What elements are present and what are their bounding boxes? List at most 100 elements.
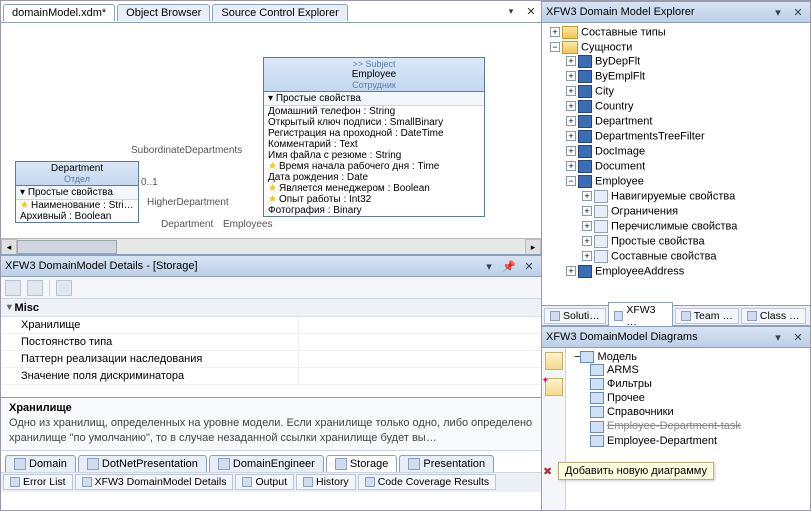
explorer-tree[interactable]: +Составные типы −Сущности +ByDepFlt+ByEm…: [542, 23, 810, 305]
property-value[interactable]: [298, 351, 541, 367]
editor-tabstrip: domainModel.xdm* Object Browser Source C…: [1, 1, 541, 23]
panel-dropdown-button[interactable]: ▾: [770, 329, 786, 345]
tab-source-control[interactable]: Source Control Explorer: [212, 4, 347, 21]
diagrams-tree[interactable]: −Модель ARMSФильтрыПрочееСправочникиEmpl…: [566, 348, 810, 510]
panel-dropdown-button[interactable]: ▾: [481, 258, 497, 274]
entity-department[interactable]: Department Отдел ▾ Простые свойства ★Наи…: [15, 161, 139, 223]
diagram-canvas[interactable]: Department Отдел ▾ Простые свойства ★Наи…: [1, 23, 541, 255]
ide-bottom-tab[interactable]: Code Coverage Results: [358, 474, 496, 490]
panel-close-button[interactable]: ✕: [790, 4, 806, 20]
tree-node-compound-types[interactable]: +Составные типы: [550, 25, 806, 40]
app-root: domainModel.xdm* Object Browser Source C…: [0, 0, 811, 511]
entity-employee[interactable]: >> Subject Employee Сотрудник ▾ Простые …: [263, 57, 485, 217]
property-value[interactable]: [298, 334, 541, 350]
entity-prop: Регистрация на проходной : DateTime: [264, 128, 484, 139]
panel-dropdown-button[interactable]: ▾: [770, 4, 786, 20]
toolwindow-tab[interactable]: Class …: [741, 308, 806, 324]
entity-section-title: ▾ Простые свойства: [264, 92, 484, 106]
tab-icon: [550, 311, 560, 321]
chevron-down-icon: ▾: [509, 6, 514, 17]
tree-node-entities[interactable]: −Сущности +ByDepFlt+ByEmplFlt+City+Count…: [550, 40, 806, 280]
tree-node-property-group[interactable]: +Ограничения: [582, 204, 806, 219]
prop-category[interactable]: Misc: [1, 299, 541, 317]
ide-bottom-tab[interactable]: History: [296, 474, 356, 490]
properties-icon[interactable]: [56, 280, 72, 296]
property-name: Паттерн реализации наследования: [1, 351, 298, 367]
entity-prop: ★Является менеджером : Boolean: [264, 183, 484, 194]
tab-label: DotNetPresentation: [102, 458, 198, 470]
tab-domainmodel[interactable]: domainModel.xdm*: [3, 4, 115, 21]
ide-bottom-tab[interactable]: Error List: [3, 474, 73, 490]
tree-node-entity[interactable]: +EmployeeAddress: [566, 264, 806, 279]
tree-node-entity[interactable]: +Department: [566, 114, 806, 129]
property-grid: Misc ХранилищеПостоянство типаПаттерн ре…: [1, 299, 541, 397]
tab-label: History: [316, 476, 349, 488]
tree-node-entity[interactable]: +DepartmentsTreeFilter: [566, 129, 806, 144]
tree-node-entity[interactable]: +DocImage: [566, 144, 806, 159]
tab-object-browser[interactable]: Object Browser: [117, 4, 210, 21]
tree-node-property-group[interactable]: +Составные свойства: [582, 249, 806, 264]
ide-bottom-tab[interactable]: Output: [235, 474, 294, 490]
tree-node-property-group[interactable]: +Перечислимые свойства: [582, 219, 806, 234]
panel-pin-button[interactable]: 📌: [501, 258, 517, 274]
property-value[interactable]: [298, 368, 541, 384]
toolwindow-tab[interactable]: Team …: [675, 308, 739, 324]
view-tab[interactable]: DomainEngineer: [209, 455, 324, 472]
tree-node-model[interactable]: −Модель ARMSФильтрыПрочееСправочникиEmpl…: [574, 350, 806, 449]
diagram-item[interactable]: Employee-Department: [590, 434, 806, 448]
details-view-tabs: Domain DotNetPresentation DomainEngineerSt…: [1, 450, 541, 472]
diagrams-title: XFW3 DomainModel Diagrams: [546, 331, 766, 343]
tree-node-entity[interactable]: +Country: [566, 99, 806, 114]
tree-node-property-group[interactable]: +Навигируемые свойства: [582, 189, 806, 204]
tree-node-entity[interactable]: +ByDepFlt: [566, 54, 806, 69]
tab-icon: [87, 458, 99, 470]
diagram-item[interactable]: Фильтры: [590, 377, 806, 391]
folder-icon[interactable]: [545, 352, 563, 370]
property-row[interactable]: Постоянство типа: [1, 334, 541, 351]
panel-close-button[interactable]: ✕: [521, 258, 537, 274]
tab-overflow-button[interactable]: ▾: [503, 4, 519, 20]
tree-node-entity[interactable]: +Document: [566, 159, 806, 174]
left-column: domainModel.xdm* Object Browser Source C…: [1, 1, 542, 510]
property-row[interactable]: Значение поля дискриминатора: [1, 368, 541, 385]
diagrams-body: −Модель ARMSФильтрыПрочееСправочникиEmpl…: [542, 348, 810, 510]
view-tab[interactable]: DotNetPresentation: [78, 455, 207, 472]
tree-node-entity[interactable]: −Employee: [566, 174, 806, 189]
view-tab[interactable]: Presentation: [399, 455, 494, 472]
view-tab[interactable]: Storage: [326, 455, 398, 472]
property-row[interactable]: Хранилище: [1, 317, 541, 334]
entity-prop: Открытый ключ подписи : SmallBinary: [264, 117, 484, 128]
diagram-item[interactable]: Справочники: [590, 405, 806, 419]
tree-node-entity[interactable]: +ByEmplFlt: [566, 69, 806, 84]
diagram-item[interactable]: Employee-Department-task: [590, 419, 806, 433]
tab-close-button[interactable]: ✕: [523, 4, 539, 20]
property-name: Постоянство типа: [1, 334, 298, 350]
scroll-left-button[interactable]: ◂: [1, 239, 17, 255]
categorized-icon[interactable]: [5, 280, 21, 296]
domain-model-explorer: XFW3 Domain Model Explorer ▾ ✕ +Составны…: [542, 1, 810, 326]
new-diagram-button[interactable]: [545, 378, 563, 396]
entity-prop: ★Наименование : Stri…: [16, 200, 138, 211]
explorer-tabstrip: Soluti…XFW3 …Team …Class …: [542, 305, 810, 325]
property-row[interactable]: Паттерн реализации наследования: [1, 351, 541, 368]
details-panel-title: XFW3 DomainModel Details - [Storage]: [5, 260, 477, 272]
view-tab[interactable]: Domain: [5, 455, 76, 472]
scroll-thumb[interactable]: [17, 240, 117, 254]
alphabetical-icon[interactable]: [27, 280, 43, 296]
property-value[interactable]: [298, 317, 541, 333]
tree-node-property-group[interactable]: +Простые свойства: [582, 234, 806, 249]
ide-bottom-tab[interactable]: XFW3 DomainModel Details: [75, 474, 234, 490]
entity-title: Employee: [266, 69, 482, 80]
toolwindow-tab[interactable]: Soluti…: [544, 308, 606, 324]
scroll-right-button[interactable]: ▸: [525, 239, 541, 255]
diagram-item[interactable]: ARMS: [590, 363, 806, 377]
property-name: Хранилище: [1, 317, 298, 333]
details-panel-header: XFW3 DomainModel Details - [Storage] ▾ 📌…: [1, 255, 541, 277]
assoc-role-right: Employees: [223, 219, 272, 230]
panel-close-button[interactable]: ✕: [790, 329, 806, 345]
tab-label: Source Control Explorer: [221, 7, 338, 19]
diagram-item[interactable]: Прочее: [590, 391, 806, 405]
diagram-hscrollbar[interactable]: ◂ ▸: [1, 238, 541, 254]
tree-node-entity[interactable]: +City: [566, 84, 806, 99]
tab-icon: [365, 477, 375, 487]
